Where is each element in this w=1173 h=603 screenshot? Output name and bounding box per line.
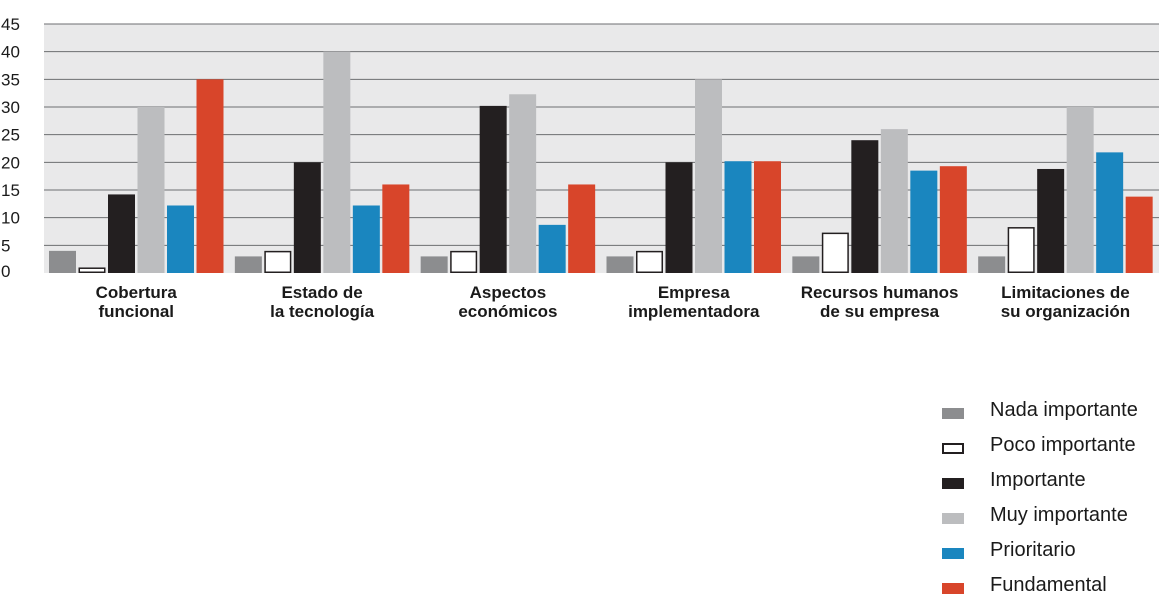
bar bbox=[382, 184, 410, 273]
bar bbox=[1007, 227, 1035, 273]
bar bbox=[910, 170, 938, 273]
bar bbox=[167, 205, 194, 273]
y-tick-label: 25 bbox=[1, 126, 20, 145]
bar bbox=[538, 224, 566, 273]
y-tick-label: 30 bbox=[1, 98, 20, 117]
bar bbox=[939, 166, 967, 273]
x-tick-label: funcional bbox=[98, 302, 174, 321]
bar bbox=[821, 232, 849, 274]
bar bbox=[1037, 168, 1065, 273]
bar bbox=[234, 256, 262, 273]
bars bbox=[49, 51, 1153, 274]
legend-swatch bbox=[942, 408, 964, 419]
legend-item: Fundamental bbox=[942, 568, 1138, 603]
bar bbox=[792, 256, 820, 273]
legend-swatch bbox=[942, 513, 964, 524]
bar bbox=[479, 105, 507, 273]
bar bbox=[196, 79, 224, 273]
legend-label: Muy importante bbox=[990, 504, 1128, 526]
y-tick-label: 35 bbox=[1, 70, 20, 89]
y-tick-label: 5 bbox=[1, 236, 10, 255]
legend-swatch bbox=[942, 583, 964, 594]
x-tick-label: la tecnología bbox=[270, 302, 374, 321]
y-tick-label: 45 bbox=[1, 15, 20, 34]
bar bbox=[1125, 196, 1153, 273]
y-tick-label: 20 bbox=[1, 153, 20, 172]
bar bbox=[754, 161, 781, 273]
y-axis-tick-labels: 0 5 10 15 20 25 30 35 40 45 bbox=[1, 15, 20, 281]
bar bbox=[568, 184, 596, 273]
x-tick-label: Estado de bbox=[281, 283, 362, 302]
bar bbox=[509, 94, 537, 273]
y-tick-label: 40 bbox=[1, 43, 20, 62]
legend-swatch bbox=[942, 443, 964, 454]
bar bbox=[450, 250, 478, 274]
bar bbox=[880, 129, 908, 273]
x-tick-label: Aspectos bbox=[470, 283, 547, 302]
legend-swatch bbox=[942, 548, 964, 559]
legend-label: Fundamental bbox=[990, 574, 1107, 596]
legend-item: Muy importante bbox=[942, 498, 1138, 533]
bar bbox=[978, 256, 1006, 273]
bar bbox=[264, 250, 292, 274]
legend-item: Nada importante bbox=[942, 393, 1138, 428]
bar bbox=[78, 267, 106, 274]
x-tick-label: económicos bbox=[458, 302, 557, 321]
bar bbox=[851, 140, 879, 273]
x-tick-label: Recursos humanos bbox=[801, 283, 959, 302]
bar bbox=[108, 194, 135, 273]
bar bbox=[49, 250, 76, 273]
legend-label: Importante bbox=[990, 469, 1086, 491]
legend-item: Poco importante bbox=[942, 428, 1138, 463]
x-tick-label: Cobertura bbox=[96, 283, 178, 302]
x-tick-label: de su empresa bbox=[820, 302, 940, 321]
bar bbox=[352, 205, 380, 273]
x-tick-label: su organización bbox=[1001, 302, 1130, 321]
legend: Nada importante Poco importante Importante… bbox=[942, 393, 1138, 603]
gridlines bbox=[44, 23, 1159, 246]
y-tick-label: 15 bbox=[1, 181, 20, 200]
legend-swatch bbox=[942, 478, 964, 489]
bar bbox=[1096, 152, 1124, 273]
bar bbox=[137, 107, 165, 273]
legend-label: Nada importante bbox=[990, 399, 1138, 421]
bar bbox=[636, 250, 663, 274]
bar bbox=[606, 256, 634, 273]
legend-item: Importante bbox=[942, 463, 1138, 498]
x-tick-label: implementadora bbox=[628, 302, 760, 321]
bar bbox=[665, 162, 693, 273]
x-tick-label: Limitaciones de bbox=[1001, 283, 1129, 302]
legend-label: Poco importante bbox=[990, 434, 1136, 456]
y-tick-label: 0 bbox=[1, 262, 10, 281]
bar bbox=[420, 256, 448, 273]
legend-item: Prioritario bbox=[942, 533, 1138, 568]
plot-background bbox=[44, 24, 1159, 273]
bar bbox=[323, 51, 351, 273]
x-tick-label: Empresa bbox=[658, 283, 730, 302]
legend-label: Prioritario bbox=[990, 539, 1076, 561]
bar bbox=[1066, 107, 1094, 273]
bar bbox=[293, 162, 321, 273]
bar bbox=[724, 161, 752, 273]
y-tick-label: 10 bbox=[1, 209, 20, 228]
bar bbox=[695, 79, 722, 273]
